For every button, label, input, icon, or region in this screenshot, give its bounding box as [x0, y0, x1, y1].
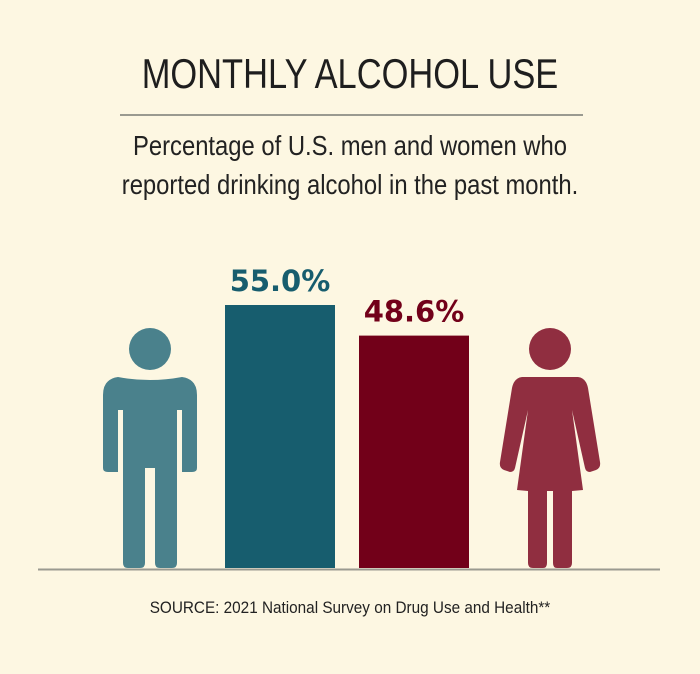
- bar-women: [359, 335, 469, 568]
- source-note: SOURCE: 2021 National Survey on Drug Use…: [149, 598, 551, 617]
- title-divider: [120, 114, 583, 116]
- chart-title: MONTHLY ALCOHOL USE: [141, 50, 559, 97]
- data-label-women: 48.6%: [364, 295, 465, 329]
- subtitle-line-2: reported drinking alcohol in the past mo…: [121, 169, 579, 200]
- woman-icon: [499, 328, 601, 568]
- man-icon: [103, 328, 197, 568]
- bar-men: [225, 305, 335, 568]
- subtitle-line-1: Percentage of U.S. men and women who: [133, 130, 567, 161]
- data-label-men: 55.0%: [230, 264, 331, 298]
